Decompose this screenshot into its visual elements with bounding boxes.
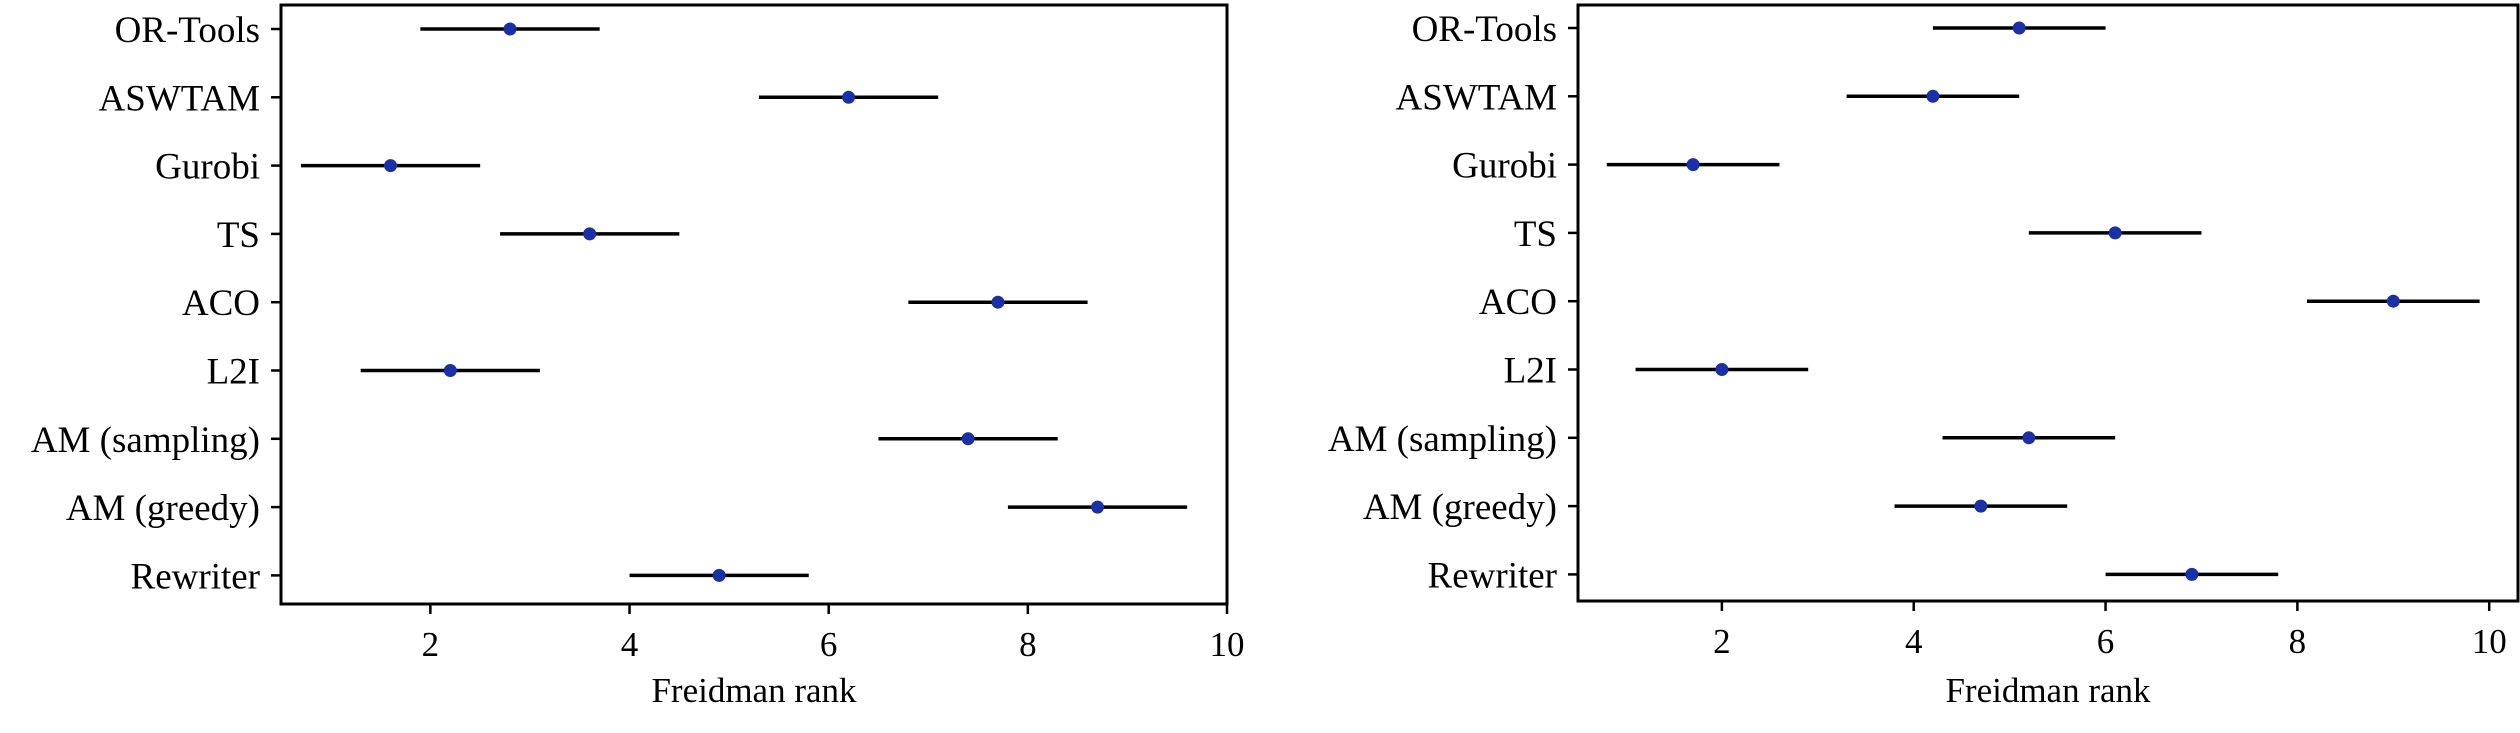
category-label: AM (greedy) <box>66 488 260 529</box>
x-tick-label: 10 <box>2472 622 2507 661</box>
chart-panel-left: 2 4 6 8 10 Freidman rank OR-Tools ASWTAM Gurobi T… <box>31 3 1245 710</box>
category-label: L2I <box>207 352 260 393</box>
category-label: ACO <box>1479 282 1557 323</box>
mean-rank-point <box>583 227 597 241</box>
mean-rank-point <box>1686 158 1700 172</box>
category-label: ASWTAM <box>99 78 260 119</box>
category-label: Gurobi <box>1452 146 1557 187</box>
category-label: AM (greedy) <box>1363 487 1557 528</box>
category-label: ACO <box>182 283 260 324</box>
mean-rank-point <box>712 568 726 582</box>
x-axis-title: Freidman rank <box>651 671 857 710</box>
category-label: TS <box>1514 214 1557 255</box>
mean-rank-point <box>2022 431 2036 445</box>
category-label: OR-Tools <box>1412 9 1557 50</box>
category-label: Rewriter <box>131 556 260 597</box>
x-tick-label: 6 <box>2097 622 2115 661</box>
mean-rank-point <box>991 295 1005 309</box>
category-label: L2I <box>1504 351 1557 392</box>
x-tick-label: 2 <box>422 625 440 664</box>
chart-panel-right: 2 4 6 8 10 Freidman rank OR-Tools ASWTAM Gurobi T… <box>1328 3 2520 710</box>
mean-rank-point <box>1715 363 1729 376</box>
x-tick-label: 8 <box>1019 625 1037 664</box>
x-tick-label: 4 <box>1905 622 1923 661</box>
x-axis-title: Freidman rank <box>1945 671 2151 710</box>
mean-rank-point <box>2386 294 2400 308</box>
mean-rank-point <box>961 432 975 446</box>
plot-frame <box>279 3 1229 606</box>
category-label: AM (sampling) <box>1328 419 1557 460</box>
mean-rank-point <box>2012 21 2026 35</box>
category-label: Rewriter <box>1428 555 1557 596</box>
category-label: TS <box>217 215 260 256</box>
category-label: AM (sampling) <box>31 420 260 461</box>
category-label: ASWTAM <box>1396 77 1557 118</box>
category-label: OR-Tools <box>115 10 260 51</box>
category-label: Gurobi <box>155 147 260 188</box>
x-tick-label: 4 <box>621 625 639 664</box>
mean-rank-point <box>2185 567 2199 581</box>
x-tick-label: 2 <box>1713 622 1731 661</box>
mean-rank-point <box>1926 89 1940 103</box>
mean-rank-point <box>384 159 398 173</box>
x-tick-label: 6 <box>820 625 838 664</box>
x-tick-label: 8 <box>2289 622 2307 661</box>
mean-rank-point <box>1974 499 1988 513</box>
mean-rank-point <box>842 90 856 104</box>
x-tick-label: 10 <box>1210 625 1245 664</box>
mean-rank-point <box>443 364 457 377</box>
mean-rank-point <box>2108 226 2122 240</box>
mean-rank-point <box>503 22 517 36</box>
plot-frame <box>1576 3 2520 603</box>
mean-rank-point <box>1091 500 1105 514</box>
